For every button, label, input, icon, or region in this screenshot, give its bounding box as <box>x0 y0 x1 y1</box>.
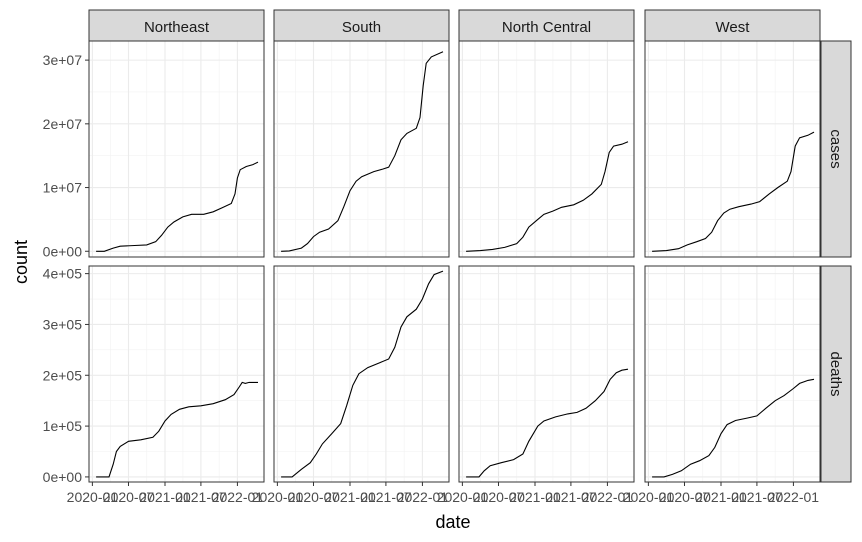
series-line-south-cases <box>281 51 444 252</box>
series-line-south-deaths <box>281 270 444 478</box>
strip-cases <box>820 40 852 258</box>
x-tick-label: 2021-01 <box>139 489 191 505</box>
series-line-west-deaths <box>652 378 815 478</box>
x-tick-label: 2021-07 <box>731 489 783 505</box>
x-tick-label: 2021-07 <box>545 489 597 505</box>
strip-deaths <box>820 265 852 483</box>
strip-label-cases: cases <box>827 129 844 168</box>
x-tick-label: 2022-01 <box>582 489 634 505</box>
strip-label-west: West <box>716 19 751 36</box>
panel-border <box>458 265 635 483</box>
x-tick-label: 2020-01 <box>252 489 304 505</box>
x-tick-label: 2021-07 <box>360 489 412 505</box>
x-tick-label: 2021-07 <box>175 489 227 505</box>
x-axis-title: date <box>435 512 470 532</box>
strip-south <box>273 9 450 42</box>
panel-background <box>645 41 820 257</box>
panel-background <box>645 266 820 482</box>
y-tick-label: 1e+07 <box>43 180 83 196</box>
x-tick-label: 2020-01 <box>437 489 489 505</box>
x-tick-label: 2022-01 <box>397 489 449 505</box>
x-tick-label: 2022-01 <box>768 489 820 505</box>
y-tick-label: 2e+07 <box>43 116 83 132</box>
panel-background <box>89 266 264 482</box>
series-line-north-central-deaths <box>466 368 629 478</box>
panel-background <box>274 41 449 257</box>
panel-border <box>88 265 265 483</box>
y-tick-label: 2e+05 <box>43 367 83 383</box>
strip-label-south: South <box>342 19 381 36</box>
series-line-west-cases <box>652 131 815 252</box>
panel-border <box>88 40 265 258</box>
panel-background <box>274 266 449 482</box>
panel-border <box>644 40 821 258</box>
panel-background <box>459 266 634 482</box>
x-tick-label: 2020-01 <box>67 489 119 505</box>
y-tick-label: 4e+05 <box>43 266 83 282</box>
x-tick-label: 2020-07 <box>288 489 340 505</box>
y-tick-label: 0e+00 <box>43 469 83 485</box>
panel-border <box>273 40 450 258</box>
y-axis-title: count <box>11 240 31 284</box>
x-tick-label: 2021-01 <box>509 489 561 505</box>
strip-north-central <box>458 9 635 42</box>
y-tick-label: 3e+07 <box>43 52 83 68</box>
panel-background <box>459 41 634 257</box>
strip-west <box>644 9 821 42</box>
x-tick-label: 2021-01 <box>324 489 376 505</box>
strip-northeast <box>88 9 265 42</box>
x-tick-label: 2021-01 <box>695 489 747 505</box>
panel-border <box>458 40 635 258</box>
strip-label-deaths: deaths <box>827 351 844 396</box>
x-tick-label: 2020-07 <box>473 489 525 505</box>
series-line-northeast-cases <box>96 161 259 252</box>
strip-label-north-central: North Central <box>502 19 591 36</box>
x-tick-label: 2022-01 <box>212 489 264 505</box>
series-line-northeast-deaths <box>96 381 258 478</box>
x-tick-label: 2020-01 <box>623 489 675 505</box>
panel-border <box>273 265 450 483</box>
x-tick-label: 2020-07 <box>103 489 155 505</box>
y-tick-label: 3e+05 <box>43 316 83 332</box>
y-tick-label: 0e+00 <box>43 243 83 259</box>
series-line-north-central-cases <box>466 141 629 252</box>
x-tick-label: 2020-07 <box>659 489 711 505</box>
strip-label-northeast: Northeast <box>144 19 210 36</box>
panel-border <box>644 265 821 483</box>
y-tick-label: 1e+05 <box>43 418 83 434</box>
